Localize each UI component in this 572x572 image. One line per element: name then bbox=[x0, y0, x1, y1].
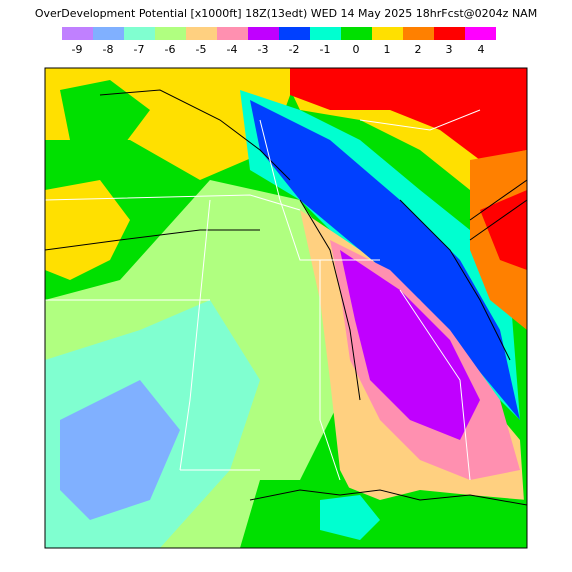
map-frame bbox=[44, 67, 528, 549]
legend-swatch bbox=[372, 27, 403, 40]
legend-label: -6 bbox=[165, 43, 176, 56]
legend-label: -4 bbox=[227, 43, 238, 56]
legend-swatch bbox=[62, 27, 93, 40]
legend-label: -1 bbox=[320, 43, 331, 56]
legend-label: -9 bbox=[72, 43, 83, 56]
legend: -9 -8 -7 -6 -5 -4 -3 -2 -1 0 1 2 3 4 bbox=[62, 27, 496, 56]
legend-label: 0 bbox=[353, 43, 360, 56]
legend-label: -3 bbox=[258, 43, 269, 56]
legend-swatch bbox=[155, 27, 186, 40]
legend-label: 1 bbox=[384, 43, 391, 56]
legend-swatch bbox=[124, 27, 155, 40]
legend-swatch bbox=[93, 27, 124, 40]
legend-swatch bbox=[279, 27, 310, 40]
legend-swatch bbox=[310, 27, 341, 40]
legend-swatch bbox=[217, 27, 248, 40]
legend-label: 2 bbox=[415, 43, 422, 56]
legend-label: -8 bbox=[103, 43, 114, 56]
legend-swatch bbox=[403, 27, 434, 40]
legend-swatch bbox=[248, 27, 279, 40]
map bbox=[45, 68, 527, 548]
title: OverDevelopment Potential [x1000ft] 18Z(… bbox=[35, 7, 537, 20]
legend-swatch bbox=[434, 27, 465, 40]
legend-swatch bbox=[341, 27, 372, 40]
legend-label: -5 bbox=[196, 43, 207, 56]
legend-label: 4 bbox=[478, 43, 485, 56]
legend-label: -7 bbox=[134, 43, 145, 56]
legend-swatch bbox=[186, 27, 217, 40]
legend-label: 3 bbox=[446, 43, 453, 56]
legend-swatch bbox=[465, 27, 496, 40]
legend-label: -2 bbox=[289, 43, 300, 56]
